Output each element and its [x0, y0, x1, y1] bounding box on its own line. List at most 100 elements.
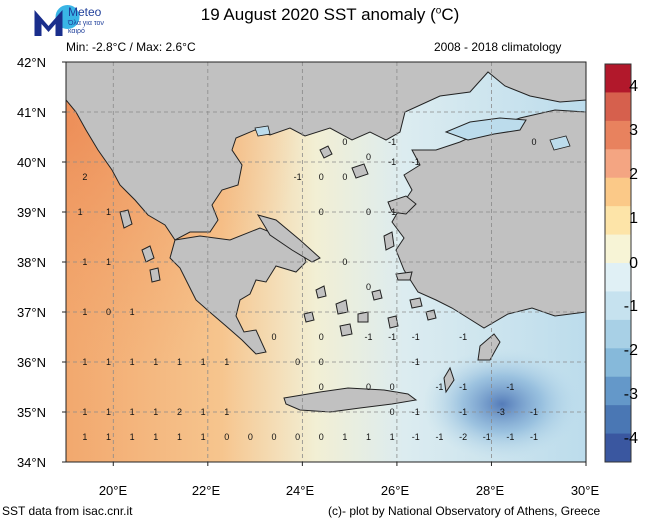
anomaly-mark: -1 [412, 157, 420, 167]
anomaly-mark: 1 [153, 432, 158, 442]
anomaly-mark: 0 [531, 137, 536, 147]
lat-label-38: 38°N [16, 255, 46, 270]
anomaly-mark: -1 [388, 137, 396, 147]
anomaly-mark: -1 [483, 432, 491, 442]
anomaly-mark: 0 [248, 432, 253, 442]
anomaly-mark: 0 [271, 332, 276, 342]
anomaly-mark: 0 [366, 382, 371, 392]
anomaly-mark: 1 [342, 432, 347, 442]
anomaly-mark: 1 [130, 407, 135, 417]
anomaly-mark: -1 [388, 157, 396, 167]
lat-label-35: 35°N [16, 405, 46, 420]
lat-lon-grid [66, 62, 586, 462]
anomaly-mark: 0 [319, 332, 324, 342]
crete-island [283, 387, 418, 413]
anomaly-mark: -1 [435, 382, 443, 392]
title-main: 19 August 2020 SST anomaly ( [200, 5, 436, 24]
lat-label-42: 42°N [16, 55, 46, 70]
colorbar-segment [605, 291, 631, 321]
colorbar-frame [604, 63, 632, 463]
anomaly-mark: 2 [177, 407, 182, 417]
colorbar-segment [605, 206, 631, 236]
colorbar-segment [605, 149, 631, 179]
anomaly-mark: 1 [82, 257, 87, 267]
anomaly-mark: -1 [506, 432, 514, 442]
anomaly-mark: 1 [153, 407, 158, 417]
lon-label-20: 20°E [98, 483, 128, 498]
anomaly-mark: 0 [390, 382, 395, 392]
chios-island [383, 231, 395, 251]
anomaly-mark: 0 [366, 152, 371, 162]
lat-label-36: 36°N [16, 355, 46, 370]
colorbar [605, 64, 631, 463]
anomaly-mark: -2 [459, 432, 467, 442]
anomaly-mark: 1 [177, 432, 182, 442]
page-title: 19 August 2020 SST anomaly (oC) [200, 5, 460, 24]
anomaly-mark: 1 [130, 432, 135, 442]
thasos-island [319, 145, 333, 159]
anomaly-mark: 1 [82, 307, 87, 317]
anomaly-mark: 1 [201, 432, 206, 442]
anomaly-mark: -3 [497, 407, 505, 417]
colorbar-segment [605, 376, 631, 406]
lon-label-28: 28°E [475, 483, 505, 498]
anomaly-mark: -1 [459, 407, 467, 417]
lat-label-37: 37°N [16, 305, 46, 320]
limnos-island [351, 163, 369, 179]
samos-island [395, 271, 413, 281]
evia-island [256, 214, 321, 263]
lat-label-41: 41°N [16, 105, 46, 120]
anomaly-value-marks: 2 1 1 1 1 1 0 1 1 1 1 1 1 1 1 1 1 1 1 2 1 1 1 1 1 1 1 1 0 0 0 0 0 1 1 1 -1 -1… [78, 137, 538, 442]
anomaly-mark: 0 [271, 432, 276, 442]
lesvos-island [387, 195, 417, 215]
colorbar-segment [605, 177, 631, 207]
climatology-text: 2008 - 2018 climatology [434, 40, 562, 54]
cold-anomaly-region [422, 348, 582, 460]
anomaly-mark: 0 [319, 207, 324, 217]
anomaly-mark: 1 [82, 357, 87, 367]
colorbar-segment [605, 348, 631, 378]
logo-tagline: Όλα για τον καιρό [68, 20, 104, 35]
meteo-logo [34, 5, 80, 36]
anomaly-mark: 1 [224, 407, 229, 417]
lon-label-22: 22°E [191, 483, 221, 498]
axis-ticks [62, 61, 587, 466]
ionian-islands [119, 209, 161, 283]
anomaly-mark: -1 [530, 407, 538, 417]
min-max-text: Min: -2.8°C / Max: 2.6°C [66, 40, 196, 54]
colorbar-segment [605, 263, 631, 292]
anomaly-mark: -1 [530, 432, 538, 442]
anomaly-mark: 1 [130, 307, 135, 317]
anomaly-mark: 0 [319, 357, 324, 367]
lat-label-39: 39°N [16, 205, 46, 220]
anomaly-mark: 1 [106, 357, 111, 367]
anomaly-mark: 1 [130, 357, 135, 367]
anomaly-mark: 0 [342, 137, 347, 147]
colorbar-segment [605, 433, 631, 463]
anomaly-mark: -1 [412, 407, 420, 417]
title-unit: C) [441, 5, 460, 24]
anomaly-mark: 1 [366, 432, 371, 442]
colorbar-segment [605, 405, 631, 435]
colorbar-segment [605, 64, 631, 93]
anomaly-mark: 1 [390, 432, 395, 442]
anomaly-mark: -1 [412, 357, 420, 367]
anomaly-mark: -1 [294, 172, 302, 182]
anomaly-mark: 1 [106, 432, 111, 442]
lat-label-40: 40°N [16, 155, 46, 170]
anomaly-mark: 1 [106, 257, 111, 267]
anomaly-mark: -1 [412, 332, 420, 342]
marmara-sea [444, 117, 527, 141]
lon-label-30: 30°E [570, 483, 600, 498]
anomaly-mark: 1 [106, 407, 111, 417]
anomaly-mark: 1 [201, 407, 206, 417]
anomaly-mark: 1 [106, 207, 111, 217]
anomaly-mark: 1 [78, 207, 83, 217]
anomaly-mark: 0 [319, 382, 324, 392]
anomaly-mark: 2 [82, 172, 87, 182]
colorbar-segment [605, 234, 631, 264]
anomaly-mark: -1 [459, 382, 467, 392]
anomaly-mark: 0 [319, 432, 324, 442]
anomaly-mark: 1 [153, 357, 158, 367]
